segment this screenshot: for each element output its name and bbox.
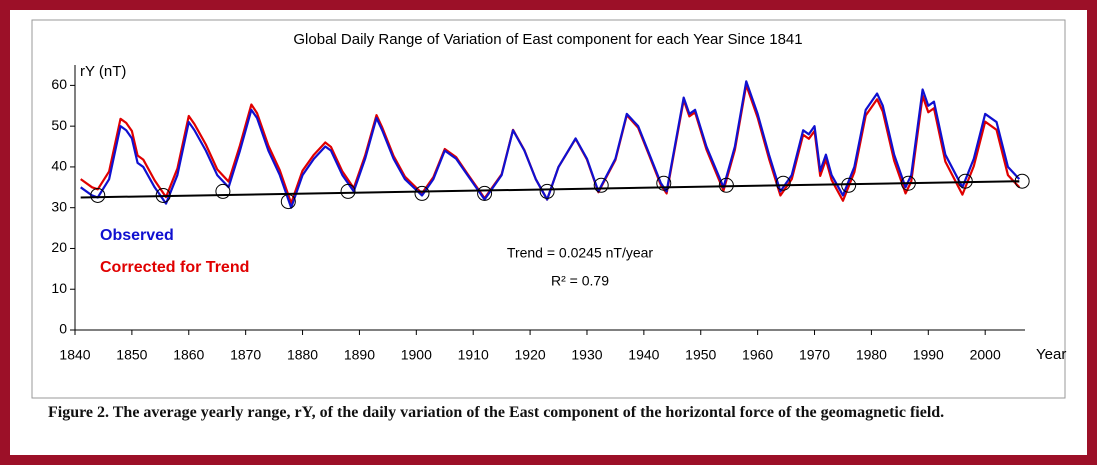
minimum-marker [414,185,430,201]
x-tick-label: 1860 [173,347,204,363]
r2-note: R² = 0.79 [551,273,609,289]
minimum-marker [841,177,857,193]
minimum-marker [477,185,493,201]
minimum-marker [593,177,609,193]
y-tick-label: 20 [51,239,67,255]
minimum-marker [90,187,106,203]
x-tick-label: 1920 [515,347,546,363]
x-tick-label: 1940 [628,347,659,363]
legend-corrected: Corrected for Trend [100,259,249,276]
x-tick-label: 1960 [742,347,773,363]
minimum-marker [957,173,973,189]
y-tick-label: 10 [51,280,67,296]
x-label: Year [1036,346,1066,363]
trend-note: Trend = 0.0245 nT/year [507,245,654,261]
x-tick-label: 1850 [116,347,147,363]
x-tick-label: 1930 [571,347,602,363]
minimum-marker [656,175,672,191]
minimum-marker [215,183,231,199]
x-tick-label: 1900 [401,347,432,363]
x-tick-label: 1990 [913,347,944,363]
trend-line [80,180,1020,199]
minimum-marker [539,183,555,199]
minimum-marker [1014,173,1030,189]
chart-box [31,19,1066,399]
minimum-marker [775,175,791,191]
caption: Figure 2. The average yearly range, rY, … [48,404,945,421]
y-label: rY (nT) [80,63,126,80]
minimum-marker [155,187,171,203]
x-tick-label: 2000 [970,347,1001,363]
minimum-marker [718,177,734,193]
y-tick-label: 50 [51,117,67,133]
series-line [80,80,1021,209]
legend-observed: Observed [100,227,174,244]
x-tick-label: 1880 [287,347,318,363]
x-tick-label: 1980 [856,347,887,363]
x-tick-label: 1840 [59,347,90,363]
y-tick-label: 0 [59,321,67,337]
y-tick-label: 60 [51,76,67,92]
chart-title: Global Daily Range of Variation of East … [293,31,802,48]
x-tick-label: 1870 [230,347,261,363]
x-tick-label: 1910 [458,347,489,363]
x-tick-label: 1890 [344,347,375,363]
minimum-marker [900,175,916,191]
x-tick-label: 1970 [799,347,830,363]
y-tick-label: 40 [51,158,67,174]
y-tick-label: 30 [51,198,67,214]
x-tick-label: 1950 [685,347,716,363]
minimum-marker [280,194,296,210]
minimum-marker [340,183,356,199]
